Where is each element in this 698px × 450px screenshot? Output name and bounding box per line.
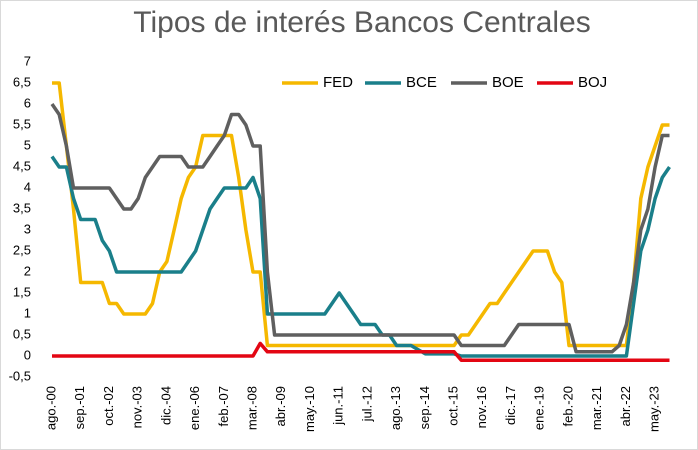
x-tick-label: mar.-21: [589, 386, 604, 430]
x-tick-label: feb.-07: [216, 386, 231, 426]
legend-label: BOJ: [578, 74, 607, 91]
legend-label: FED: [323, 74, 353, 91]
y-tick-label: 5,5: [13, 116, 31, 131]
x-tick-label: oct.-02: [101, 386, 116, 426]
chart-title: Tipos de interés Bancos Centrales: [133, 6, 590, 39]
x-tick-label: mar.-08: [244, 386, 259, 430]
x-tick-label: ago.-00: [43, 386, 58, 430]
x-tick-label: jul.-12: [359, 386, 374, 422]
y-tick-label: 2: [24, 263, 31, 278]
x-tick-label: sep.-14: [417, 386, 432, 429]
legend-label: BCE: [406, 74, 437, 91]
x-tick-label: may.-10: [302, 386, 317, 432]
x-tick-label: dic.-04: [158, 386, 173, 425]
y-tick-label: 4: [24, 179, 31, 194]
y-tick-label: 4,5: [13, 158, 31, 173]
x-tick-label: abr.-22: [618, 386, 633, 426]
y-tick-label: 6,5: [13, 74, 31, 89]
y-tick-label: -0,5: [9, 368, 31, 383]
series-line: [52, 341, 670, 362]
y-tick-label: 7: [24, 53, 31, 68]
x-tick-label: sep.-01: [72, 386, 87, 429]
x-tick-label: dic.-17: [503, 386, 518, 425]
x-tick-label: oct.-15: [446, 386, 461, 426]
y-tick-label: 6: [24, 95, 31, 110]
y-tick-label: 3: [24, 221, 31, 236]
series-line: [50, 155, 671, 358]
y-tick-label: 0: [24, 347, 31, 362]
y-tick-label: 5: [24, 137, 31, 152]
y-tick-label: 1: [24, 305, 31, 320]
series-line: [50, 103, 670, 354]
x-tick-label: jun.-11: [331, 386, 346, 426]
y-tick-label: 0,5: [13, 326, 31, 341]
legend-label: BOE: [492, 74, 524, 91]
x-tick-label: may.-23: [647, 386, 662, 432]
y-tick-label: 2,5: [13, 242, 31, 257]
x-tick-label: ene.-06: [187, 386, 202, 430]
x-tick-label: feb.-20: [560, 386, 575, 426]
x-tick-label: ago.-13: [388, 386, 403, 430]
x-tick-label: abr.-09: [273, 386, 288, 426]
y-tick-label: 3,5: [13, 200, 31, 215]
x-tick-label: nov.-03: [130, 386, 145, 428]
x-tick-label: ene.-19: [532, 386, 547, 430]
y-tick-label: 1,5: [13, 284, 31, 299]
x-tick-label: nov.-16: [474, 386, 489, 428]
